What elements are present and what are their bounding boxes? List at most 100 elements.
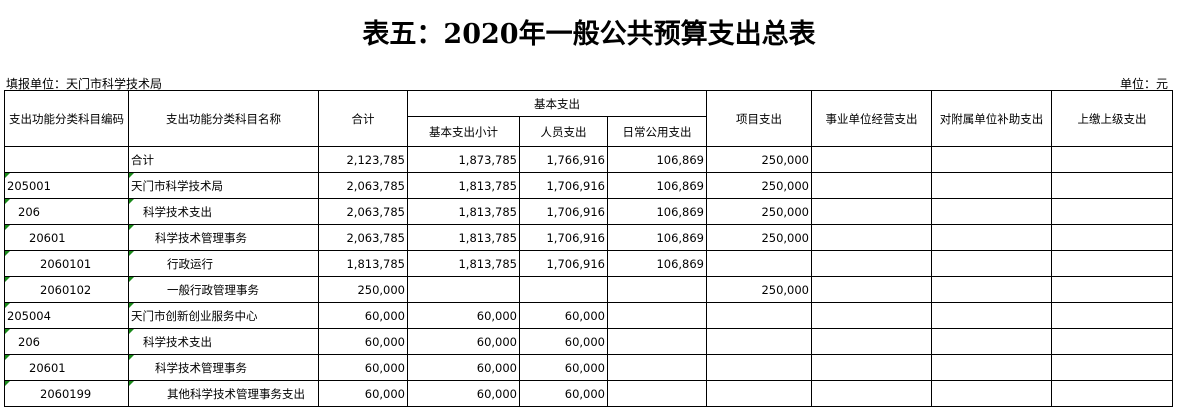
amount-cell — [811, 380, 932, 407]
amount-cell — [607, 380, 707, 407]
amount-cell: 60,000 — [318, 302, 408, 329]
table-body: 合计 2,123,785 1,873,785 1,766,916 106,869 250,… — [4, 146, 1173, 407]
name-cell: 天门市创新创业服务中心 — [128, 302, 319, 329]
amount-cell: 60,000 — [318, 354, 408, 381]
code-cell — [4, 146, 129, 173]
amount-cell — [931, 276, 1052, 303]
amount-cell — [607, 354, 707, 381]
amount-cell: 250,000 — [706, 224, 812, 251]
amount-cell — [931, 146, 1052, 173]
amount-cell: 1,706,916 — [519, 198, 608, 225]
code-cell: 20601 — [4, 354, 129, 381]
code-cell: 2060199 — [4, 380, 129, 407]
amount-cell: 1,706,916 — [519, 172, 608, 199]
amount-cell — [407, 276, 520, 303]
amount-cell — [931, 380, 1052, 407]
table-row: 205001 天门市科学技术局 2,063,785 1,813,785 1,706,91… — [4, 172, 1173, 199]
name-cell: 科学技术管理事务 — [128, 354, 319, 381]
code-cell: 205004 — [4, 302, 129, 329]
amount-cell: 250,000 — [318, 276, 408, 303]
amount-cell: 106,869 — [607, 250, 707, 277]
header-cell: 上缴上级支出 — [1051, 90, 1173, 147]
amount-cell — [1051, 224, 1173, 251]
header-cell: 项目支出 — [706, 90, 812, 147]
amount-cell: 2,063,785 — [318, 198, 408, 225]
table-row: 合计 2,123,785 1,873,785 1,766,916 106,869 250,… — [4, 146, 1173, 173]
amount-cell: 106,869 — [607, 146, 707, 173]
amount-cell — [1051, 146, 1173, 173]
amount-cell: 2,123,785 — [318, 146, 408, 173]
amount-cell — [811, 198, 932, 225]
code-cell: 2060101 — [4, 250, 129, 277]
amount-cell — [706, 380, 812, 407]
table-row: 206 科学技术支出 2,063,785 1,813,785 1,706,916 106,… — [4, 198, 1173, 225]
header-cell: 基本支出 — [407, 90, 707, 117]
amount-cell — [607, 302, 707, 329]
amount-cell — [811, 302, 932, 329]
code-cell: 205001 — [4, 172, 129, 199]
table-row: 20601 科学技术管理事务 2,063,785 1,813,785 1,706,916… — [4, 224, 1173, 251]
amount-cell — [931, 328, 1052, 355]
amount-cell: 60,000 — [407, 328, 520, 355]
code-cell: 20601 — [4, 224, 129, 251]
amount-cell — [1051, 380, 1173, 407]
amount-cell: 60,000 — [318, 328, 408, 355]
amount-cell — [811, 328, 932, 355]
header-cell: 事业单位经营支出 — [811, 90, 932, 147]
amount-cell: 1,813,785 — [407, 250, 520, 277]
amount-cell: 60,000 — [519, 380, 608, 407]
header-cell: 支出功能分类科目名称 — [128, 90, 319, 147]
amount-cell: 250,000 — [706, 172, 812, 199]
amount-cell — [811, 146, 932, 173]
table-row: 20601 科学技术管理事务 60,000 60,000 60,000 — [4, 354, 1173, 381]
name-cell: 科学技术支出 — [128, 198, 319, 225]
amount-cell — [519, 276, 608, 303]
amount-cell — [1051, 302, 1173, 329]
amount-cell — [811, 354, 932, 381]
amount-cell: 60,000 — [407, 380, 520, 407]
amount-cell — [931, 224, 1052, 251]
unit: 单位：元 — [1119, 77, 1168, 91]
header-cell: 对附属单位补助支出 — [931, 90, 1052, 147]
amount-cell — [1051, 276, 1173, 303]
amount-cell: 2,063,785 — [318, 172, 408, 199]
amount-cell: 60,000 — [318, 380, 408, 407]
amount-cell: 60,000 — [407, 302, 520, 329]
amount-cell — [706, 328, 812, 355]
name-cell: 合计 — [128, 146, 319, 173]
table-row: 205004 天门市创新创业服务中心 60,000 60,000 60,000 — [4, 302, 1173, 329]
amount-cell: 106,869 — [607, 198, 707, 225]
header-cell: 日常公用支出 — [607, 116, 707, 147]
name-cell: 其他科学技术管理事务支出 — [128, 380, 319, 407]
amount-cell — [1051, 172, 1173, 199]
amount-cell — [811, 172, 932, 199]
name-cell: 行政运行 — [128, 250, 319, 277]
name-cell: 天门市科学技术局 — [128, 172, 319, 199]
amount-cell — [931, 354, 1052, 381]
amount-cell — [811, 224, 932, 251]
table-row: 206 科学技术支出 60,000 60,000 60,000 — [4, 328, 1173, 355]
amount-cell — [931, 302, 1052, 329]
amount-cell: 1,706,916 — [519, 250, 608, 277]
table-row: 2060199 其他科学技术管理事务支出 60,000 60,000 60,000 — [4, 380, 1173, 407]
header-cell: 基本支出小计 — [407, 116, 520, 147]
name-cell: 科学技术管理事务 — [128, 224, 319, 251]
table-row: 2060101 行政运行 1,813,785 1,813,785 1,706,916 10… — [4, 250, 1173, 277]
name-cell: 科学技术支出 — [128, 328, 319, 355]
amount-cell: 250,000 — [706, 276, 812, 303]
amount-cell: 2,063,785 — [318, 224, 408, 251]
amount-cell: 1,706,916 — [519, 224, 608, 251]
amount-cell: 60,000 — [519, 354, 608, 381]
amount-cell — [706, 250, 812, 277]
amount-cell: 250,000 — [706, 198, 812, 225]
amount-cell: 60,000 — [519, 328, 608, 355]
header-cell: 人员支出 — [519, 116, 608, 147]
amount-cell — [706, 354, 812, 381]
amount-cell — [1051, 354, 1173, 381]
amount-cell — [607, 328, 707, 355]
amount-cell — [811, 250, 932, 277]
amount-cell — [931, 250, 1052, 277]
amount-cell: 106,869 — [607, 224, 707, 251]
amount-cell — [1051, 250, 1173, 277]
